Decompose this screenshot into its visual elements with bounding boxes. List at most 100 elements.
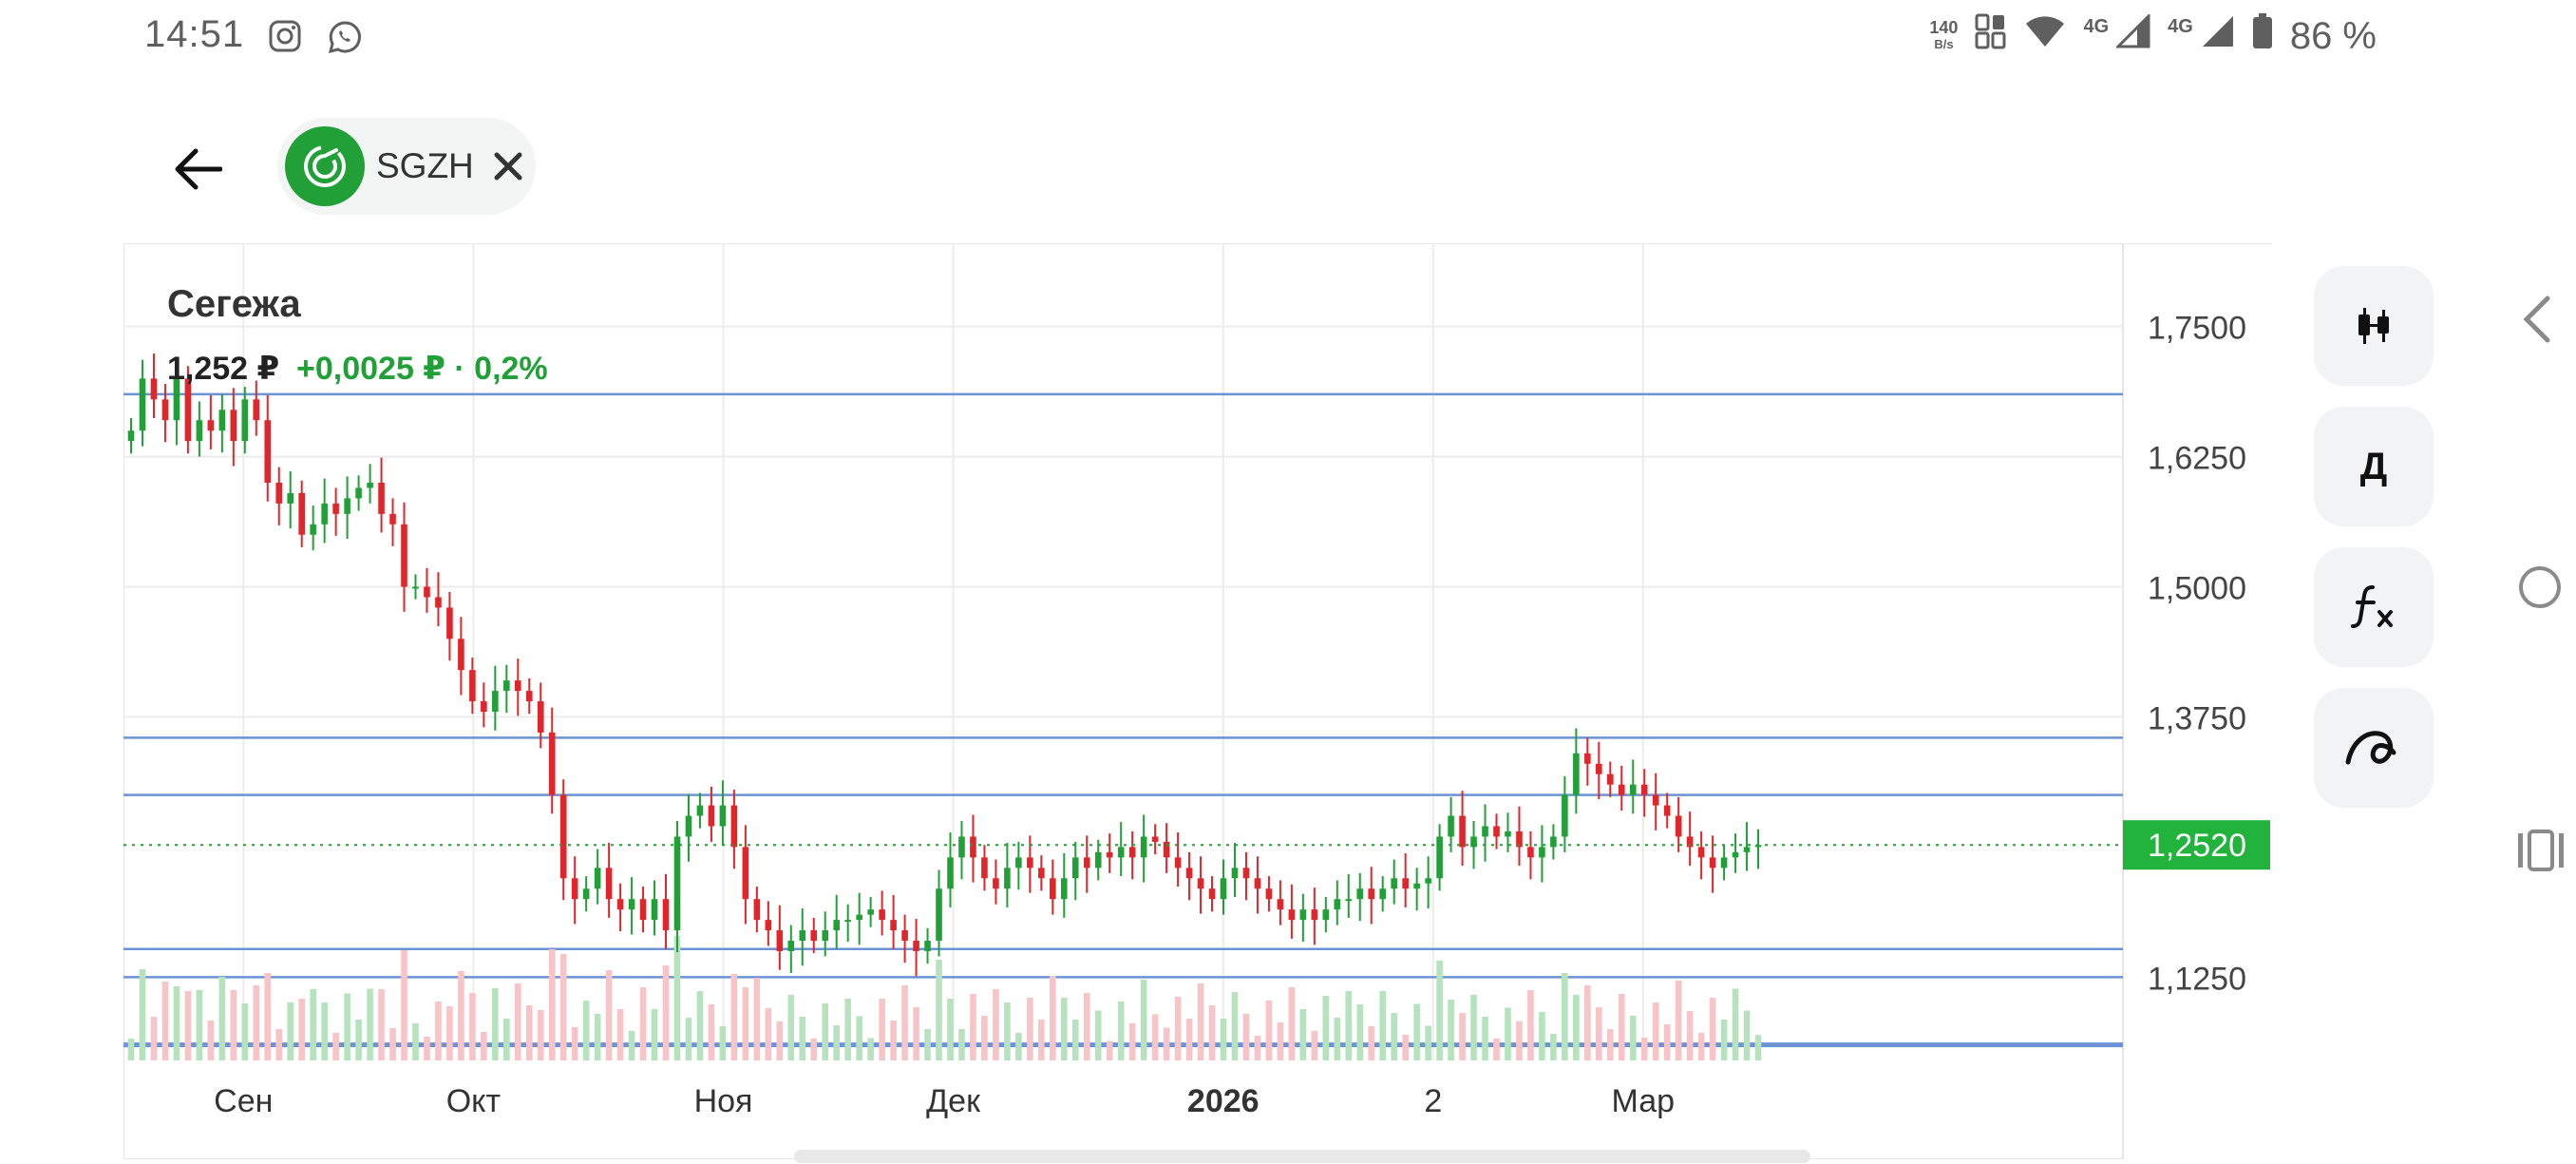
home-indicator[interactable]	[794, 1150, 1810, 1163]
candles-tool-button[interactable]	[2314, 266, 2434, 386]
x-tick-label: Окт	[446, 1083, 501, 1119]
volume-bar	[1618, 994, 1625, 1060]
candle-body	[1071, 857, 1079, 879]
network-speed-value: 140	[1929, 18, 1959, 37]
candle-body	[1732, 851, 1739, 858]
candle-body	[776, 930, 784, 951]
candle-body	[1402, 878, 1409, 889]
period-tool-button[interactable]: Д	[2314, 407, 2434, 526]
volume-bar	[1208, 1005, 1216, 1060]
volume-bar	[696, 991, 704, 1060]
volume-bar	[1697, 1033, 1705, 1060]
volume-bar	[582, 1001, 590, 1060]
volume-bar	[993, 989, 999, 1060]
candle-body	[1322, 909, 1330, 921]
candle-body	[1174, 857, 1182, 868]
candle-body	[1027, 857, 1033, 868]
volume-bar	[1629, 1016, 1637, 1060]
volume-bar	[685, 1018, 692, 1060]
volume-bar	[594, 1014, 601, 1060]
candle-body	[1004, 868, 1011, 889]
volume-bar	[753, 978, 761, 1060]
volume-bar	[1128, 1023, 1136, 1060]
network-speed-unit: B/s	[1934, 37, 1954, 51]
home-circle-icon[interactable]	[2515, 563, 2565, 617]
volume-bar	[1094, 1010, 1102, 1060]
candle-body	[1060, 878, 1068, 900]
candle-body	[424, 586, 430, 598]
candle-body	[1311, 909, 1318, 921]
candle-body	[537, 701, 544, 733]
volume-bar	[730, 974, 738, 1060]
candle-body	[1697, 847, 1705, 858]
candle-body	[1050, 878, 1056, 900]
price-chart[interactable]: 1,7500 1,6250 1,5000 1,3750 1,1250 Сен Окт Ноя Д…	[123, 242, 2272, 1160]
chart-area[interactable]: 1,7500 1,6250 1,5000 1,3750 1,1250 Сен Окт Ноя Д…	[123, 242, 2272, 1160]
candle-body	[1356, 888, 1364, 900]
candle-body	[1038, 868, 1045, 879]
volume-bar	[605, 970, 613, 1060]
indicators-tool-button[interactable]	[2314, 547, 2434, 667]
volume-bar	[344, 993, 350, 1060]
candle-body	[1413, 883, 1420, 889]
candle-body	[1675, 815, 1682, 837]
volume-bar	[435, 1002, 442, 1060]
candle-body	[1094, 851, 1102, 868]
x-tick-label: Ноя	[694, 1083, 753, 1119]
drawing-tool-button[interactable]	[2314, 688, 2434, 808]
candle-body	[150, 378, 158, 400]
volume-bar	[1402, 1035, 1409, 1060]
candle-body	[639, 899, 647, 921]
volume-bar	[913, 1007, 919, 1060]
volume-bar	[469, 993, 476, 1060]
candle-body	[481, 701, 487, 712]
candle-body	[492, 691, 499, 712]
candle-body	[970, 836, 976, 858]
candle-body	[1231, 868, 1239, 879]
candle-body	[890, 920, 897, 931]
signal-icon-1	[2114, 12, 2150, 58]
volume-bar	[275, 1029, 283, 1060]
volume-bar	[378, 989, 385, 1060]
candle-body	[1493, 826, 1500, 837]
volume-bar	[253, 985, 260, 1060]
volume-bar	[446, 1006, 453, 1060]
recents-icon[interactable]	[2515, 829, 2567, 877]
volume-bar	[1117, 1002, 1125, 1060]
candle-body	[571, 878, 578, 900]
candle-body	[799, 930, 806, 942]
candle-body	[1288, 909, 1296, 921]
back-button[interactable]	[163, 135, 232, 203]
x-tick-label: Мар	[1612, 1083, 1676, 1119]
volume-bar	[1539, 1012, 1545, 1060]
candle-body	[879, 909, 885, 921]
volume-bar	[1516, 1021, 1523, 1060]
volume-bar	[161, 982, 169, 1060]
volume-bar	[616, 1009, 624, 1060]
candle-body	[1482, 826, 1488, 837]
ticker-chip[interactable]: SGZH	[277, 118, 536, 215]
volume-bar	[230, 990, 237, 1060]
arrow-left-icon	[175, 148, 222, 190]
volume-bar	[1140, 980, 1147, 1060]
battery-level: 86 %	[2289, 14, 2377, 57]
candle-body	[378, 482, 385, 514]
candle-body	[594, 868, 601, 889]
volume-bar	[1311, 1031, 1318, 1060]
candle-body	[616, 899, 624, 910]
candle-body	[1299, 909, 1307, 921]
volume-bar	[970, 994, 976, 1060]
candle-body	[253, 399, 260, 421]
close-icon[interactable]	[489, 147, 527, 185]
volume-bar	[1470, 995, 1477, 1060]
candle-body	[810, 930, 818, 942]
candle-body	[1573, 753, 1580, 795]
candle-body	[1208, 888, 1216, 900]
volume-bar	[1163, 1027, 1170, 1060]
volume-bar	[1254, 1036, 1261, 1060]
back-triangle-icon[interactable]	[2517, 293, 2555, 351]
volume-bar	[1197, 983, 1204, 1060]
volume-bar	[1083, 993, 1090, 1060]
status-right-group: 140 B/s 4G 4G 86 %	[1929, 12, 2377, 59]
candle-body	[582, 888, 590, 900]
